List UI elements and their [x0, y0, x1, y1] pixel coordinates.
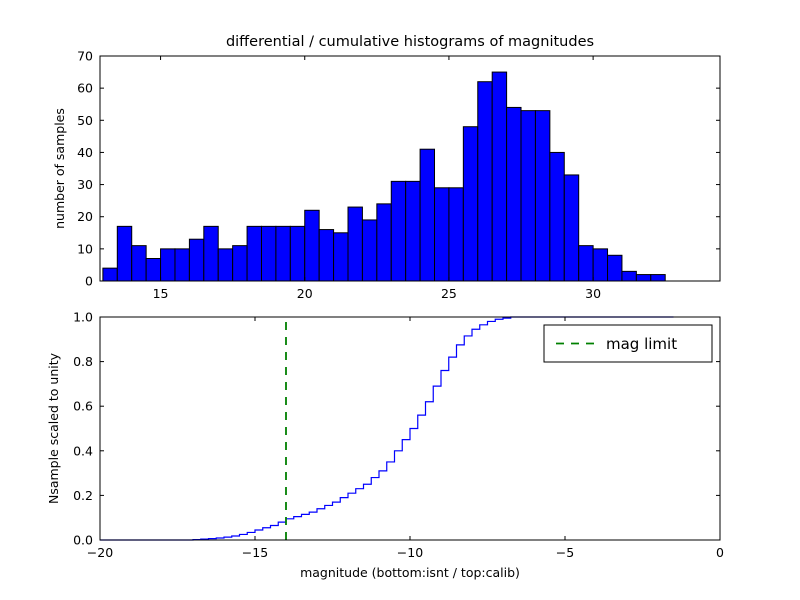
histogram-bar [116, 225, 133, 282]
histogram-bar [491, 71, 508, 282]
histogram-bar [650, 274, 666, 282]
y-tick-label: 60 [77, 81, 93, 96]
y-tick-label: 0.8 [73, 354, 93, 369]
y-tick-label: 30 [77, 177, 93, 192]
x-tick-label: −20 [87, 545, 113, 560]
histogram-bar [260, 225, 277, 282]
histogram-bar [592, 248, 609, 282]
histogram-bar [434, 187, 450, 282]
histogram-bar [188, 238, 205, 282]
histogram-bar [390, 180, 407, 282]
histogram-bar [549, 151, 565, 282]
histogram-bar [635, 274, 652, 282]
histogram-bar [419, 148, 436, 282]
y-tick-label: 0.0 [73, 533, 93, 548]
x-tick-label: 30 [585, 286, 601, 301]
histogram-bar [534, 110, 551, 282]
histogram-bar [462, 126, 479, 282]
x-axis-label: magnitude (bottom:isnt / top:calib) [300, 565, 520, 580]
y-tick-label: 40 [77, 145, 93, 160]
histogram-bar [563, 174, 580, 282]
histogram-bar [203, 225, 219, 282]
histogram-bar [304, 209, 320, 282]
histogram-bar [275, 225, 291, 282]
histogram-bar [333, 232, 349, 282]
y-tick-label: 50 [77, 113, 93, 128]
x-tick-label: 15 [153, 286, 169, 301]
y-tick-label: 0.6 [73, 399, 93, 414]
legend-label: mag limit [606, 335, 677, 353]
y-tick-label: 0.2 [73, 488, 93, 503]
histogram-bar [405, 180, 421, 282]
x-tick-label: 25 [441, 286, 457, 301]
histogram-bar [145, 258, 162, 282]
x-tick-label: −10 [397, 545, 423, 560]
y-axis-label: number of samples [52, 108, 67, 229]
y-tick-label: 1.0 [73, 310, 93, 325]
y-tick-label: 70 [77, 49, 93, 64]
histogram-bar [131, 245, 147, 282]
legend: mag limit [543, 324, 713, 363]
chart-title: differential / cumulative histograms of … [226, 34, 594, 50]
bottom-cumulative-axes: −20 −15 −10 −5 0 0.0 0.2 0.4 0.6 0.8 1.0 magnitude … [46, 310, 724, 581]
histogram-bar [607, 254, 623, 282]
y-tick-label: 0 [85, 274, 93, 289]
histogram-bar [361, 219, 378, 282]
histogram-bar [477, 81, 493, 282]
histogram-bar [102, 267, 118, 282]
histogram-bar [506, 106, 522, 282]
y-tick-label: 20 [77, 209, 93, 224]
y-tick-label: 10 [77, 241, 93, 256]
y-axis-label: Nsample scaled to unity [46, 352, 61, 504]
histogram-bar [376, 203, 392, 282]
cumulative-step-line [100, 316, 674, 541]
histogram-bar [160, 248, 176, 282]
histogram-bar [448, 187, 464, 282]
histogram-bar [232, 245, 248, 282]
histogram-bar [578, 245, 594, 282]
histogram-bar [217, 248, 234, 282]
axes-frame [99, 55, 721, 282]
histogram-bar [174, 248, 190, 282]
x-tick-label: −5 [556, 545, 574, 560]
histogram-bar [347, 206, 363, 282]
histogram-bar [246, 225, 262, 282]
x-tick-label: −15 [242, 545, 268, 560]
histogram-bar [621, 270, 637, 282]
histogram-bar [520, 110, 536, 282]
histogram-bar [318, 229, 335, 282]
x-tick-label: 0 [716, 545, 724, 560]
y-tick-label: 0.4 [73, 443, 93, 458]
x-tick-label: 20 [297, 286, 313, 301]
histogram-bar [289, 225, 306, 282]
top-histogram-axes: 15 20 25 30 0 10 20 30 40 50 60 70 differential / cu… [52, 34, 721, 301]
